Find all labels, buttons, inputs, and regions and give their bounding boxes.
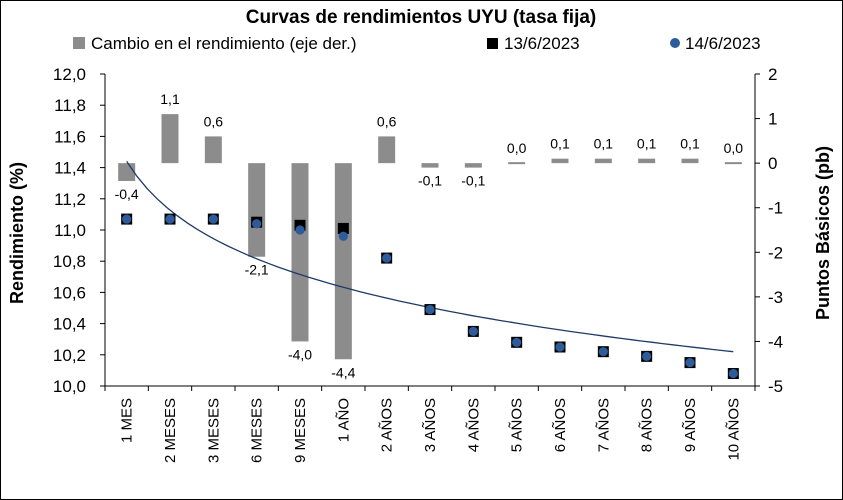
y2-tick-label: -1: [768, 199, 783, 218]
x-tick-label: 3 MESES: [205, 398, 222, 463]
x-tick-label: 6 MESES: [249, 398, 266, 463]
y-tick-label: 11,4: [54, 159, 86, 178]
x-tick-label: 3 AÑOS: [422, 398, 439, 452]
marker-13-6-2023: [294, 219, 306, 231]
y2-tick-label: -5: [768, 377, 783, 396]
bar-data-label: -0,1: [418, 173, 442, 189]
bar-change: [464, 163, 482, 168]
marker-14-6-2023: [642, 351, 652, 361]
y2-tick-label: -4: [768, 332, 783, 351]
marker-14-6-2023: [555, 342, 565, 352]
bar-data-label: 0,0: [507, 140, 527, 156]
y2-tick-label: -3: [768, 288, 783, 307]
marker-14-6-2023: [598, 347, 608, 357]
y2-tick-label: 2: [768, 65, 777, 84]
bar-change: [724, 162, 742, 165]
bar-change: [421, 163, 439, 168]
y-axis-title: Rendimiento (%): [7, 162, 27, 304]
x-tick-label: 2 AÑOS: [379, 398, 396, 452]
y2-axis-title: Puntos Básicos (pb): [813, 146, 833, 320]
legend-swatch-bars: [73, 37, 85, 49]
bar-data-label: -4,4: [331, 364, 355, 380]
y-tick-label: 11,6: [54, 127, 86, 146]
marker-14-6-2023: [468, 326, 478, 336]
marker-14-6-2023: [208, 214, 218, 224]
bar-change: [594, 158, 612, 164]
bar-change: [681, 158, 699, 164]
x-tick-label: 9 AÑOS: [682, 398, 699, 452]
bar-change: [118, 163, 136, 181]
y-tick-label: 12,0: [53, 65, 86, 84]
y-tick-label: 10,4: [53, 315, 86, 334]
bar-change: [378, 136, 396, 164]
marker-14-6-2023: [512, 337, 522, 347]
bar-change: [161, 114, 179, 164]
marker-14-6-2023: [728, 368, 738, 379]
marker-14-6-2023: [685, 358, 695, 368]
y-tick-label: 10,2: [53, 346, 86, 365]
plot-area: 12,011,811,611,411,211,010,810,610,410,2…: [53, 65, 783, 463]
x-tick-label: 5 AÑOS: [509, 398, 526, 452]
x-tick-label: 9 MESES: [292, 398, 309, 463]
bar-data-label: 0,1: [637, 136, 657, 152]
y-tick-label: 10,8: [53, 252, 86, 271]
marker-14-6-2023: [165, 214, 175, 224]
bar-data-label: 0,6: [204, 113, 224, 129]
bar-data-label: 0,1: [680, 136, 700, 152]
bar-change: [204, 136, 222, 164]
marker-14-6-2023: [382, 253, 392, 263]
chart-title: Curvas de rendimientos UYU (tasa fija): [246, 7, 597, 28]
x-tick-label: 2 MESES: [162, 398, 179, 463]
bar-change: [291, 163, 309, 342]
x-tick-label: 6 AÑOS: [552, 398, 569, 452]
marker-14-6-2023: [252, 219, 262, 229]
x-tick-label: 4 AÑOS: [465, 398, 482, 452]
bar-data-label: -4,0: [288, 346, 312, 362]
legend-label-bars: Cambio en el rendimiento (eje der.): [91, 34, 357, 53]
marker-14-6-2023: [338, 231, 348, 241]
bar-change: [508, 162, 526, 165]
marker-14-6-2023: [425, 304, 435, 315]
x-tick-label: 1 MES: [119, 398, 136, 443]
x-tick-label: 7 AÑOS: [595, 398, 612, 452]
bar-data-label: 0,1: [594, 136, 614, 152]
x-tick-label: 1 AÑO: [335, 398, 352, 442]
y2-tick-label: 1: [768, 110, 777, 129]
x-tick-label: 8 AÑOS: [639, 398, 656, 452]
legend-swatch-series2: [670, 38, 680, 48]
y-tick-label: 10,6: [53, 283, 86, 302]
legend-label-series2: 14/6/2023: [685, 34, 761, 53]
bar-change: [638, 158, 656, 164]
y-tick-label: 10,0: [53, 377, 86, 396]
bar-data-label: 0,0: [724, 140, 744, 156]
y-tick-label: 11,0: [54, 221, 86, 240]
marker-14-6-2023: [122, 214, 132, 224]
bar-data-label: -0,1: [461, 173, 485, 189]
y2-tick-label: -2: [768, 243, 783, 262]
legend: Cambio en el rendimiento (eje der.) 13/6…: [73, 34, 761, 53]
bar-data-label: 0,6: [377, 113, 397, 129]
marker-14-6-2023: [295, 225, 305, 235]
bar-data-label: -0,4: [115, 186, 139, 202]
y-tick-label: 11,8: [54, 96, 86, 115]
bar-change: [248, 163, 266, 257]
legend-swatch-series1: [487, 38, 498, 49]
y-tick-label: 11,2: [54, 190, 86, 209]
bar-data-label: 0,1: [550, 136, 570, 152]
marker-13-6-2023: [337, 222, 349, 234]
x-tick-label: 10 AÑOS: [725, 398, 742, 461]
y2-tick-label: 0: [768, 154, 777, 173]
bar-change: [334, 163, 352, 360]
trendline: [126, 161, 734, 353]
bar-data-label: -2,1: [245, 262, 269, 278]
legend-label-series1: 13/6/2023: [504, 34, 580, 53]
bar-data-label: 1,1: [160, 91, 180, 107]
bar-change: [551, 158, 569, 164]
